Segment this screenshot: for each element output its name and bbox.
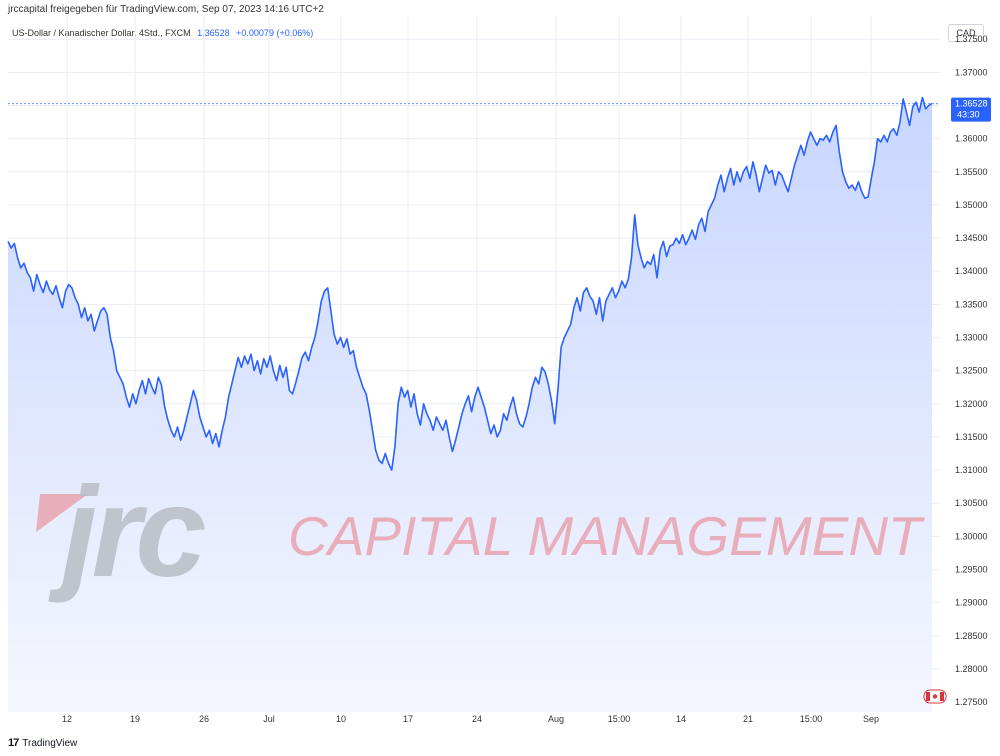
y-tick-label: 1.31000 bbox=[955, 465, 988, 475]
canada-flag-icon[interactable] bbox=[923, 689, 947, 704]
y-tick-label: 1.30500 bbox=[955, 498, 988, 508]
x-tick-label: 24 bbox=[472, 714, 482, 724]
watermark-text: CAPITAL MANAGEMENT bbox=[288, 505, 925, 567]
x-tick-label: 19 bbox=[130, 714, 140, 724]
y-tick-label: 1.34000 bbox=[955, 266, 988, 276]
y-tick-label: 1.36000 bbox=[955, 134, 988, 144]
y-tick-label: 1.32000 bbox=[955, 399, 988, 409]
symbol-change: +0.00079 (+0.06%) bbox=[236, 28, 314, 38]
y-tick-label: 1.28500 bbox=[955, 631, 988, 641]
price-line[interactable] bbox=[7, 96, 933, 471]
y-tick-label: 1.37500 bbox=[955, 34, 988, 44]
y-tick-label: 1.27500 bbox=[955, 697, 988, 707]
x-axis[interactable]: 12 19 26 Jul 10 17 24 Aug 15:00 14 21 15:00 Sep bbox=[62, 714, 879, 724]
watermark-red-arrow bbox=[36, 494, 88, 532]
x-tick-label: Jul bbox=[263, 714, 275, 724]
watermark-logo: jrc bbox=[48, 461, 205, 604]
y-tick-label: 1.32500 bbox=[955, 366, 988, 376]
y-tick-label: 1.29500 bbox=[955, 564, 988, 574]
x-tick-label: 26 bbox=[199, 714, 209, 724]
x-tick-label: Aug bbox=[548, 714, 564, 724]
symbol-legend: US-Dollar / Kanadischer Dollar, 4Std., F… bbox=[12, 28, 313, 38]
x-tick-label: 12 bbox=[62, 714, 72, 724]
y-tick-label: 1.37000 bbox=[955, 67, 988, 77]
y-axis[interactable]: 1.375001.370001.365001.360001.355001.350… bbox=[955, 34, 988, 707]
y-tick-label: 1.35000 bbox=[955, 200, 988, 210]
currency-selector[interactable]: CAD bbox=[948, 24, 984, 42]
y-tick-label: 1.33000 bbox=[955, 332, 988, 342]
tradingview-icon: 17 bbox=[8, 737, 19, 749]
x-tick-label: 15:00 bbox=[608, 714, 631, 724]
y-tick-label: 1.30000 bbox=[955, 531, 988, 541]
area-series bbox=[7, 96, 933, 712]
y-tick-label: 1.28000 bbox=[955, 664, 988, 674]
y-tick-label: 1.34500 bbox=[955, 233, 988, 243]
y-tick-label: 1.33500 bbox=[955, 299, 988, 309]
bar-countdown: 43:30 bbox=[957, 110, 980, 120]
y-tick-label: 1.31500 bbox=[955, 432, 988, 442]
watermark: jrc CAPITAL MANAGEMENT bbox=[36, 461, 925, 604]
x-tick-label: Sep bbox=[863, 714, 879, 724]
x-tick-label: 10 bbox=[336, 714, 346, 724]
last-price-label: 1.36528 43:30 bbox=[951, 97, 991, 122]
y-tick-label: 1.29000 bbox=[955, 598, 988, 608]
x-tick-label: 21 bbox=[743, 714, 753, 724]
tradingview-logo[interactable]: 17 TradingView bbox=[8, 737, 77, 749]
symbol-name[interactable]: US-Dollar / Kanadischer Dollar, 4Std., F… bbox=[12, 28, 191, 38]
symbol-price: 1.36528 bbox=[197, 28, 230, 38]
chart-caption: jrccapital freigegeben für TradingView.c… bbox=[8, 4, 324, 15]
y-tick-label: 1.35500 bbox=[955, 167, 988, 177]
tradingview-brand: TradingView bbox=[22, 737, 78, 749]
x-tick-label: 14 bbox=[676, 714, 686, 724]
x-tick-label: 15:00 bbox=[800, 714, 823, 724]
x-tick-label: 17 bbox=[403, 714, 413, 724]
last-price-value: 1.36528 bbox=[955, 99, 988, 109]
